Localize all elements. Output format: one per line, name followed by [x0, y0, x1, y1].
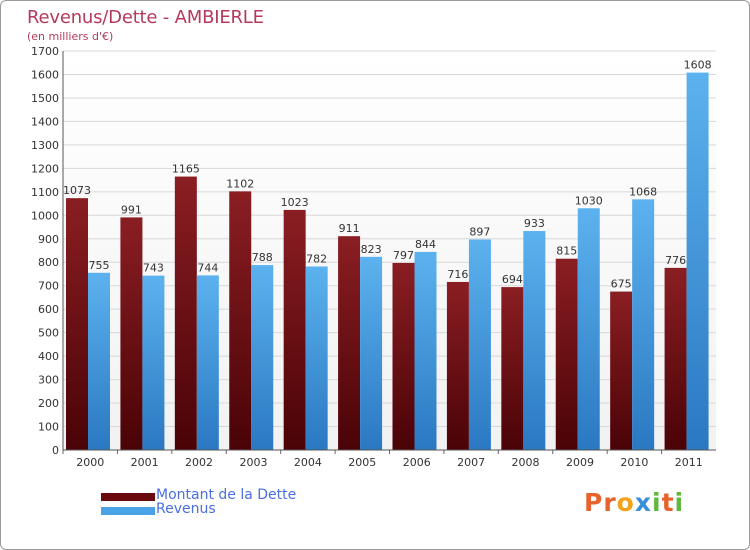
- data-label-revenue: 844: [415, 238, 436, 251]
- bar-revenue: [142, 275, 165, 450]
- bar-revenue: [414, 251, 437, 450]
- logo-letter: i: [674, 488, 685, 517]
- bar-debt: [120, 217, 143, 450]
- bar-debt: [229, 191, 252, 450]
- bar-revenue: [88, 272, 110, 450]
- bar-debt: [338, 236, 361, 450]
- data-label-revenue: 755: [89, 259, 110, 272]
- logo-letter: x: [634, 488, 652, 517]
- y-tick-label: 0: [52, 444, 59, 457]
- data-label-debt: 991: [121, 203, 142, 216]
- bar-debt: [610, 291, 633, 450]
- y-tick-label: 800: [38, 256, 59, 269]
- bar-revenue: [468, 239, 491, 450]
- data-label-revenue: 933: [524, 217, 545, 230]
- data-label-debt: 1073: [63, 184, 91, 197]
- y-tick-label: 1200: [31, 162, 59, 175]
- y-tick-label: 1100: [31, 186, 59, 199]
- logo-letter: P: [584, 488, 604, 517]
- y-tick-label: 1600: [31, 68, 59, 81]
- data-label-revenue: 823: [361, 243, 382, 256]
- x-tick-label: 2007: [457, 456, 485, 469]
- y-tick-label: 1500: [31, 92, 59, 105]
- chart-title: Revenus/Dette - AMBIERLE: [27, 7, 264, 28]
- y-tick-label: 1700: [31, 45, 59, 58]
- data-label-revenue: 782: [306, 252, 327, 265]
- legend-swatch-debt: [101, 493, 155, 501]
- bar-debt: [555, 258, 578, 450]
- bar-revenue: [305, 266, 328, 450]
- data-label-debt: 911: [339, 222, 360, 235]
- bar-debt: [283, 209, 306, 450]
- bar-revenue: [632, 199, 655, 450]
- data-label-revenue: 744: [197, 261, 218, 274]
- y-tick-label: 600: [38, 303, 59, 316]
- legend-label-debt: Montant de la Dette: [156, 487, 297, 503]
- y-tick-label: 1000: [31, 209, 59, 222]
- x-tick-label: 2011: [675, 456, 703, 469]
- logo-letter: i: [652, 488, 662, 517]
- y-tick-label: 100: [38, 421, 59, 434]
- x-tick-label: 2001: [131, 456, 159, 469]
- data-label-revenue: 1068: [629, 185, 657, 198]
- bar-debt: [392, 262, 415, 450]
- y-tick-label: 700: [38, 280, 59, 293]
- data-label-debt: 716: [447, 268, 468, 281]
- x-tick-label: 2005: [348, 456, 376, 469]
- y-tick-label: 1300: [31, 139, 59, 152]
- data-label-revenue: 1030: [575, 194, 603, 207]
- x-tick-label: 2003: [239, 456, 267, 469]
- data-label-debt: 815: [556, 245, 577, 258]
- data-label-debt: 1102: [226, 177, 254, 190]
- chart-subtitle: (en milliers d'€): [27, 30, 114, 43]
- bar-revenue: [577, 208, 600, 450]
- data-label-revenue: 897: [469, 225, 490, 238]
- data-label-debt: 776: [665, 254, 686, 267]
- bar-revenue: [196, 275, 219, 450]
- y-tick-label: 400: [38, 350, 59, 363]
- data-label-debt: 1023: [281, 196, 309, 209]
- data-label-debt: 797: [393, 249, 414, 262]
- bar-revenue: [686, 72, 709, 450]
- data-label-debt: 675: [611, 278, 632, 291]
- proxiti-logo: Proxiti: [584, 488, 684, 517]
- x-tick-label: 2009: [566, 456, 594, 469]
- x-tick-label: 2004: [294, 456, 322, 469]
- x-tick-label: 2010: [620, 456, 648, 469]
- x-tick-label: 2008: [512, 456, 540, 469]
- data-label-revenue: 788: [252, 251, 273, 264]
- bar-debt: [174, 176, 197, 451]
- logo-letter: t: [661, 488, 675, 517]
- data-label-debt: 694: [502, 273, 523, 286]
- bar-debt: [664, 267, 687, 450]
- plot-area: [63, 51, 716, 450]
- data-label-revenue: 1608: [684, 59, 712, 72]
- x-tick-label: 2006: [403, 456, 431, 469]
- logo-letter: r: [603, 488, 617, 517]
- bar-debt: [501, 287, 524, 450]
- data-label-debt: 1165: [172, 163, 200, 176]
- y-tick-label: 300: [38, 374, 59, 387]
- logo-letter: o: [616, 488, 635, 517]
- x-tick-label: 2002: [185, 456, 213, 469]
- bar-revenue: [523, 231, 546, 450]
- y-tick-label: 200: [38, 397, 59, 410]
- y-tick-label: 1400: [31, 115, 59, 128]
- x-tick-label: 2000: [76, 456, 104, 469]
- y-tick-label: 500: [38, 327, 59, 340]
- bar-revenue: [251, 265, 274, 450]
- legend-label-revenue: Revenus: [156, 501, 216, 517]
- bar-debt: [446, 281, 469, 450]
- bar-debt: [66, 198, 88, 450]
- legend-swatch-revenue: [101, 507, 155, 515]
- bar-revenue: [360, 256, 383, 450]
- data-label-revenue: 743: [143, 262, 164, 275]
- y-tick-label: 900: [38, 233, 59, 246]
